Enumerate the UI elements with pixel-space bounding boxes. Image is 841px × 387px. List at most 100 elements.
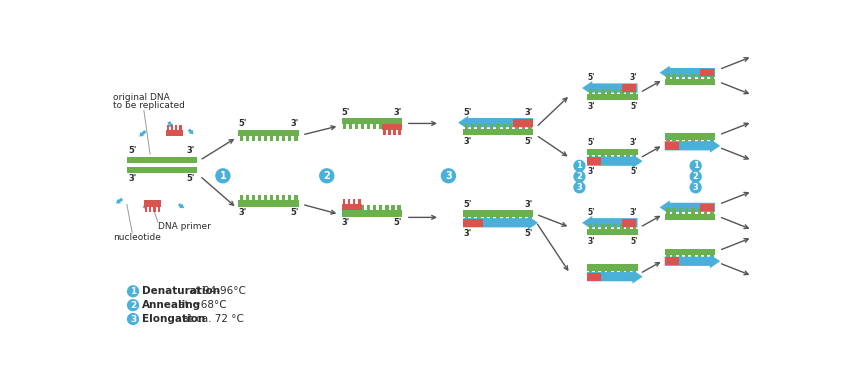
Bar [679, 208, 682, 214]
Bar [342, 199, 346, 204]
Text: Annealing: Annealing [142, 300, 202, 310]
Bar [710, 140, 714, 145]
Bar [239, 130, 299, 136]
Bar [627, 271, 630, 276]
Bar [379, 205, 383, 211]
Text: 3': 3' [630, 138, 637, 147]
Bar [607, 224, 611, 229]
Text: 1: 1 [693, 161, 699, 170]
Text: original DNA: original DNA [113, 92, 170, 102]
Bar [528, 123, 532, 129]
Bar [246, 195, 249, 200]
Bar [697, 140, 701, 145]
Bar [664, 214, 715, 220]
FancyArrow shape [140, 130, 146, 137]
Bar [276, 195, 279, 200]
Bar [490, 217, 494, 222]
Bar [627, 89, 630, 94]
Bar [240, 136, 243, 141]
Bar [258, 195, 262, 200]
Bar [347, 199, 351, 204]
Bar [294, 136, 298, 141]
Text: DNA primer: DNA primer [158, 222, 211, 231]
Bar [484, 123, 487, 129]
Circle shape [574, 160, 584, 171]
Bar [685, 208, 689, 214]
Circle shape [320, 169, 334, 183]
Bar [355, 124, 358, 129]
Bar [341, 211, 402, 217]
Bar [627, 224, 630, 229]
Bar [391, 205, 394, 211]
Bar [607, 155, 611, 160]
Bar [503, 123, 506, 129]
Text: 3: 3 [130, 315, 136, 324]
Bar [288, 136, 292, 141]
Bar [601, 89, 605, 94]
Bar [192, 161, 195, 166]
Bar [679, 74, 682, 79]
Text: 5': 5' [129, 146, 137, 155]
Bar [361, 205, 364, 211]
Bar [127, 157, 197, 163]
Bar [463, 219, 484, 227]
Bar [379, 124, 383, 129]
Bar [270, 195, 273, 200]
Bar [144, 200, 161, 207]
Bar [700, 204, 713, 211]
Text: 5': 5' [187, 174, 195, 183]
Bar [341, 204, 362, 211]
Bar [192, 163, 195, 168]
Bar [503, 217, 506, 222]
Circle shape [690, 171, 701, 182]
Bar [397, 124, 400, 129]
Bar [595, 89, 598, 94]
Circle shape [128, 313, 139, 324]
Bar [167, 163, 170, 168]
Text: at ca. 72 °C: at ca. 72 °C [179, 314, 244, 324]
Bar [264, 195, 267, 200]
Bar [589, 155, 592, 160]
Text: 5': 5' [587, 73, 595, 82]
Bar [490, 123, 494, 129]
Bar [167, 125, 169, 130]
Text: 3': 3' [187, 146, 195, 155]
Bar [361, 124, 364, 129]
Bar [357, 199, 361, 204]
FancyArrow shape [664, 254, 720, 268]
Bar [622, 219, 636, 227]
Text: 3': 3' [587, 102, 595, 111]
Bar [258, 136, 262, 141]
Text: 3': 3' [630, 207, 637, 217]
Text: 5': 5' [463, 200, 472, 209]
Bar [691, 74, 695, 79]
Bar [666, 140, 669, 145]
Bar [614, 271, 617, 276]
Bar [128, 161, 132, 166]
FancyArrow shape [587, 154, 643, 168]
Bar [145, 207, 147, 212]
Bar [149, 207, 151, 212]
Text: 1: 1 [220, 171, 226, 181]
Bar [521, 123, 525, 129]
Bar [620, 224, 623, 229]
Bar [601, 155, 605, 160]
Bar [614, 155, 617, 160]
Bar [393, 130, 396, 135]
Bar [166, 130, 182, 136]
Bar [632, 271, 636, 276]
Bar [691, 140, 695, 145]
Bar [153, 207, 156, 212]
Bar [373, 124, 377, 129]
Bar [391, 124, 394, 129]
Bar [141, 161, 145, 166]
Bar [179, 125, 182, 130]
Bar [477, 123, 481, 129]
Bar [471, 123, 474, 129]
Bar [697, 74, 701, 79]
Bar [385, 124, 389, 129]
Circle shape [574, 171, 584, 182]
Bar [622, 84, 636, 92]
Bar [264, 136, 267, 141]
Bar [697, 255, 701, 260]
